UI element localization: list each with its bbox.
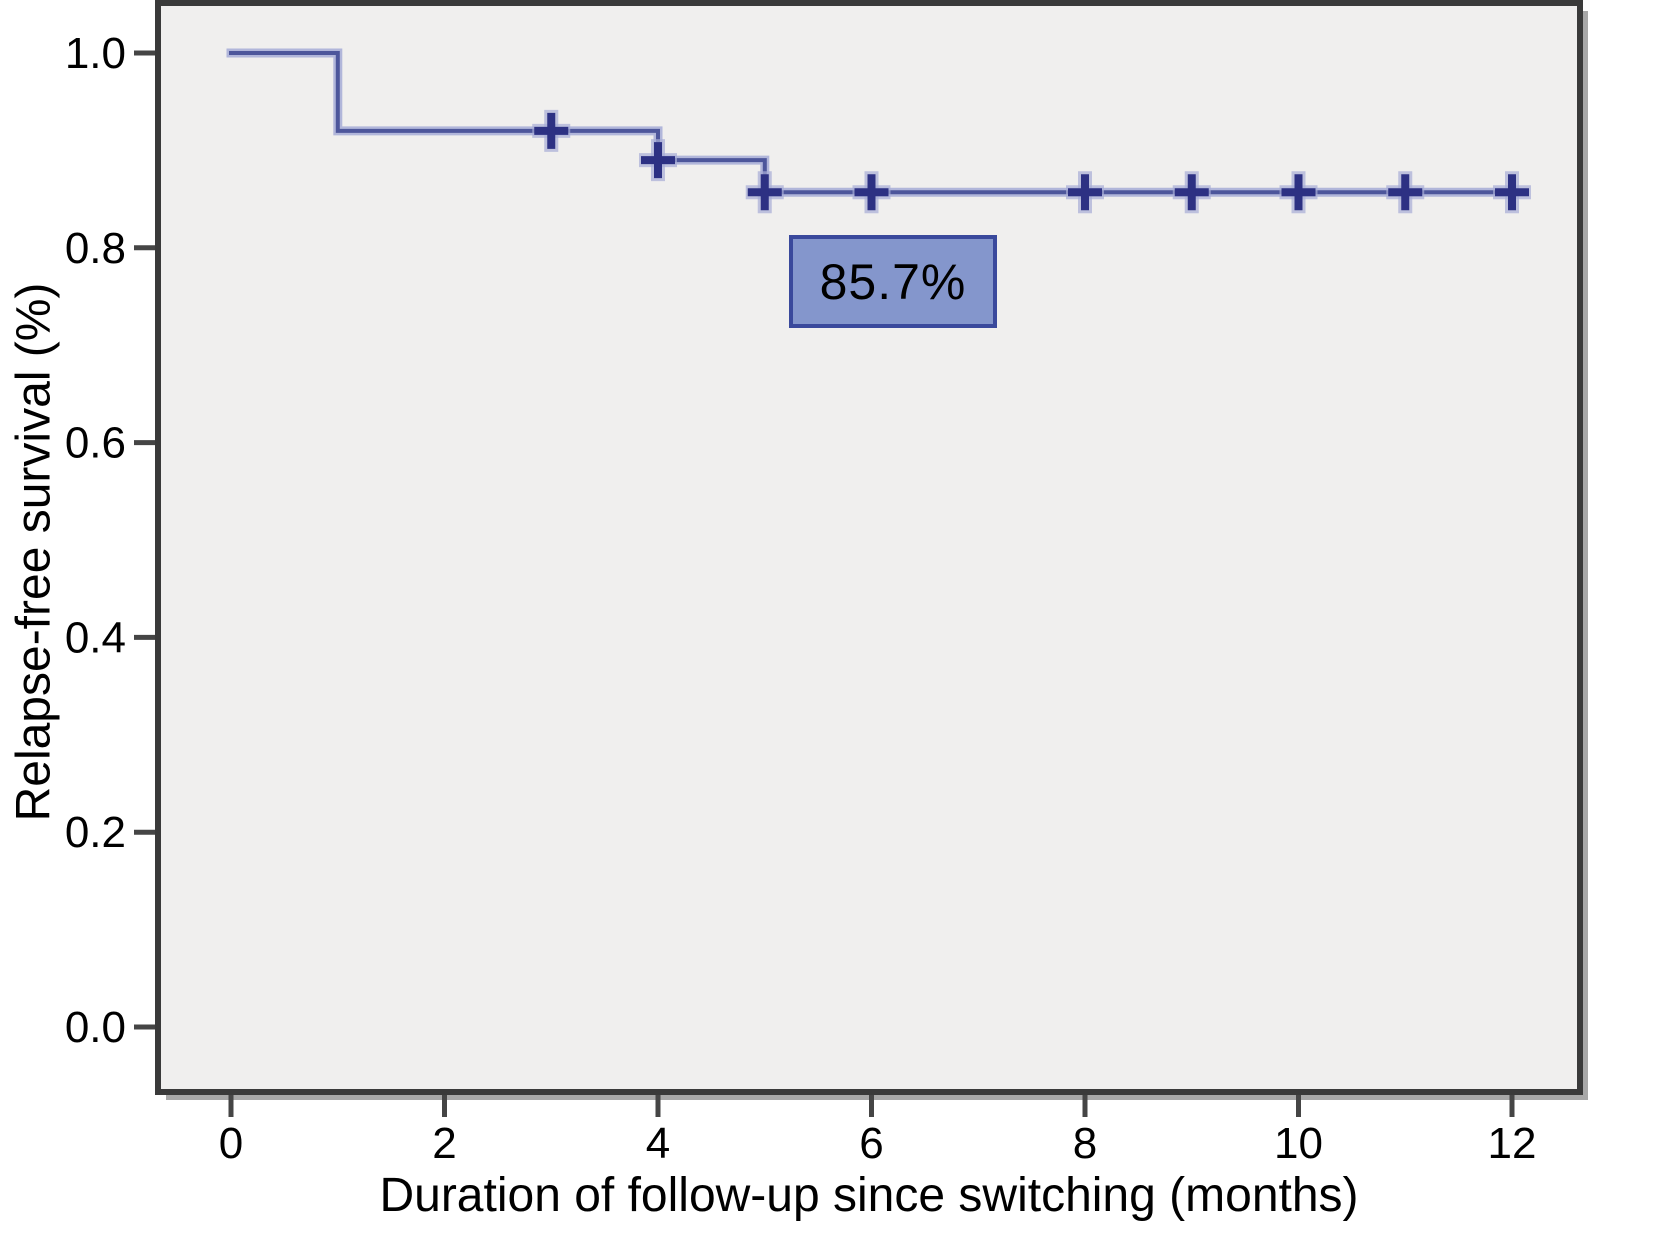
frame-shadow-bottom xyxy=(166,1094,1588,1100)
plot-area-background xyxy=(158,3,1580,1092)
survival-rate-annotation: 85.7% xyxy=(789,235,997,328)
x-axis-title: Duration of follow-up since switching (m… xyxy=(379,1169,1359,1222)
x-tick-label: 2 xyxy=(432,1119,456,1168)
y-axis-title: Relapse-free survival (%) xyxy=(7,282,61,822)
x-tick-label: 0 xyxy=(219,1119,243,1168)
survival-rate-value: 85.7% xyxy=(819,253,967,310)
x-tick-label: 8 xyxy=(1073,1119,1097,1168)
y-tick-label: 0.8 xyxy=(65,224,126,273)
y-tick-label: 0.6 xyxy=(65,419,126,468)
x-tick-label: 10 xyxy=(1274,1119,1323,1168)
y-tick-label: 1.0 xyxy=(65,29,126,78)
y-tick-label: 0.2 xyxy=(65,808,126,857)
y-tick-label: 0.0 xyxy=(65,1003,126,1052)
y-tick-label: 0.4 xyxy=(65,613,126,662)
x-tick-label: 12 xyxy=(1488,1119,1537,1168)
plot-frame xyxy=(155,0,1583,1095)
x-tick-label: 4 xyxy=(646,1119,670,1168)
x-tick-label: 6 xyxy=(859,1119,883,1168)
frame-shadow-right xyxy=(1582,11,1588,1100)
